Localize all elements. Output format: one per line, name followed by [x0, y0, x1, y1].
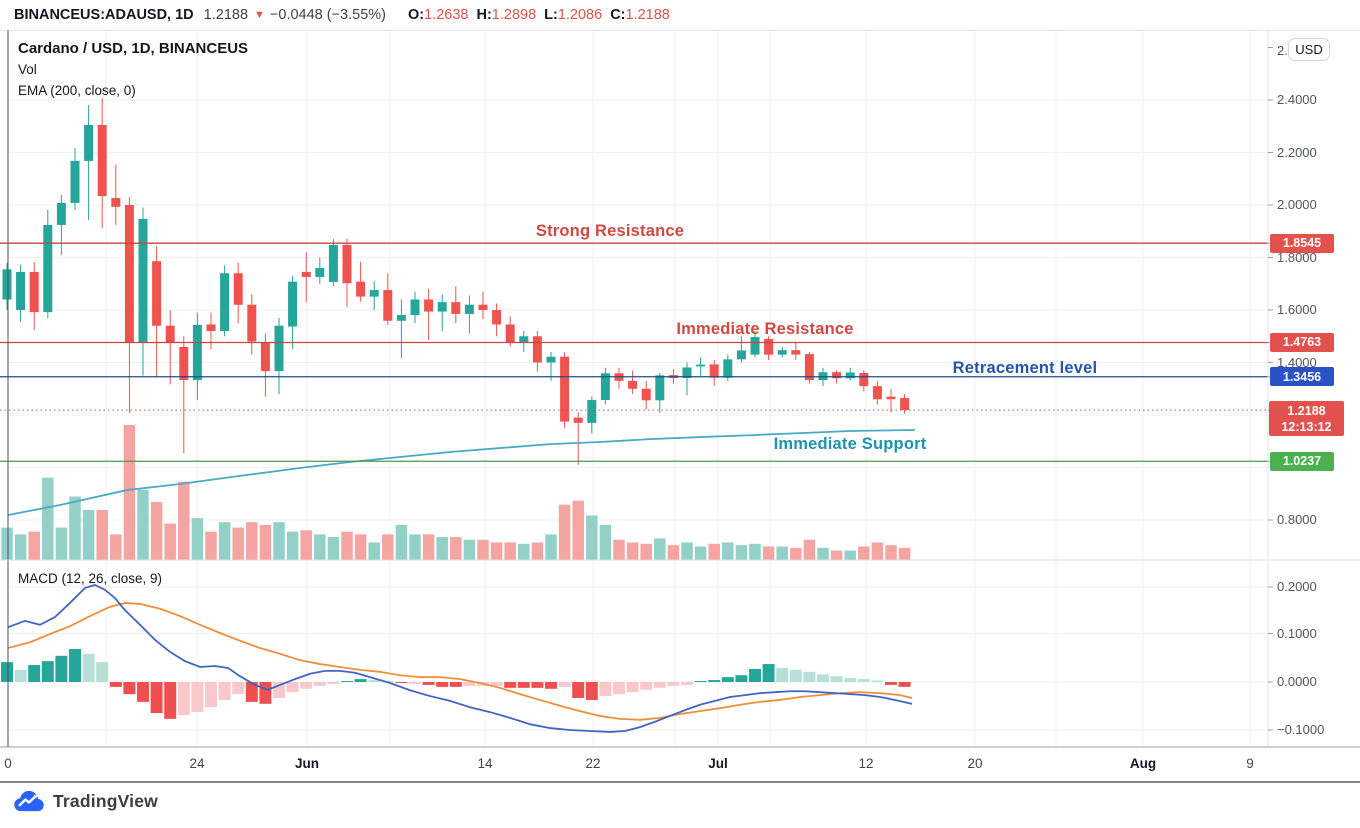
macd-indicator-label[interactable]: MACD (12, 26, close, 9) — [18, 571, 163, 586]
price-tick-label: 2.4000 — [1277, 92, 1317, 107]
time-tick-label: Aug — [1129, 756, 1157, 771]
last-price-pill-value: 1.2188 — [1287, 403, 1326, 418]
symbol-info-bar: BINANCEUS:ADAUSD, 1D 1.2188 ▼ −0.0448 (−… — [0, 0, 1360, 30]
tradingview-wordmark: TradingView — [53, 790, 158, 811]
low-value: 1.2086 — [557, 7, 603, 23]
time-tick-label: 22 — [585, 756, 601, 771]
close-value: 1.2188 — [625, 7, 670, 23]
price-tick-label: 1.6000 — [1277, 302, 1317, 317]
time-tick-label: 9 — [1246, 756, 1254, 771]
price-down-arrow-icon: ▼ — [254, 9, 265, 21]
price-label-strong-resistance: 1.8545 — [1270, 233, 1334, 253]
time-tick-label: 14 — [477, 756, 493, 771]
close-label: C: — [610, 7, 626, 23]
open-label: O: — [408, 7, 425, 23]
high-value: 1.2898 — [491, 7, 537, 23]
last-price-value: 1.2188 — [203, 7, 249, 23]
low-label: L: — [544, 7, 558, 23]
price-tick-label: 0.8000 — [1277, 512, 1317, 527]
time-tick-label: 0 — [4, 756, 12, 771]
currency-toggle-button[interactable]: USD — [1288, 38, 1330, 61]
chart-legend: Cardano / USD, 1D, BINANCEUS Vol EMA (20… — [18, 38, 248, 101]
chart-title[interactable]: Cardano / USD, 1D, BINANCEUS — [18, 40, 249, 57]
price-tick-label: 1.4000 — [1277, 354, 1317, 370]
clipped-price-tick: 2. — [1277, 43, 1288, 58]
tradingview-cloud-icon — [14, 790, 44, 812]
price-tick-label: 1.8000 — [1277, 249, 1317, 265]
price-label-immediate-resistance: 1.4763 — [1270, 332, 1334, 352]
time-tick-label: 12 — [858, 756, 874, 771]
time-tick-label: 24 — [189, 756, 205, 771]
high-label: H: — [476, 7, 492, 23]
retracement-level-label[interactable]: Retracement level — [952, 359, 1098, 377]
symbol-name: BINANCEUS:ADAUSD, 1D — [14, 7, 194, 23]
time-tick-label: Jul — [708, 756, 728, 771]
price-tick-label: 2.2000 — [1277, 144, 1317, 160]
price-tick-label: −0.1000 — [1277, 722, 1325, 737]
ema-indicator-label[interactable]: EMA (200, close, 0) — [18, 83, 136, 98]
strong-resistance-label[interactable]: Strong Resistance — [535, 222, 685, 240]
volume-indicator-label[interactable]: Vol — [18, 62, 37, 77]
price-tick-label: 0.0000 — [1277, 674, 1317, 689]
open-value: 1.2638 — [424, 7, 469, 23]
price-label-retracement: 1.3456 — [1270, 367, 1334, 387]
price-label-immediate-support: 1.0237 — [1270, 451, 1334, 471]
immediate-resistance-label[interactable]: Immediate Resistance — [676, 320, 854, 338]
price-tick-label: 0.1000 — [1277, 625, 1317, 641]
last-price-label: 1.2188 12:13:12 — [1269, 401, 1344, 437]
price-tick-label: 2.0000 — [1277, 197, 1317, 212]
price-change: −0.0448 (−3.55%) — [269, 7, 386, 23]
time-tick-label: 20 — [967, 756, 983, 771]
price-tick-label: 0.2000 — [1277, 579, 1317, 594]
immediate-support-label[interactable]: Immediate Support — [773, 435, 927, 453]
bar-countdown-timer: 12:13:12 — [1281, 419, 1332, 434]
time-tick-label: Jun — [294, 756, 320, 771]
tradingview-logo[interactable]: TradingView — [12, 789, 158, 813]
